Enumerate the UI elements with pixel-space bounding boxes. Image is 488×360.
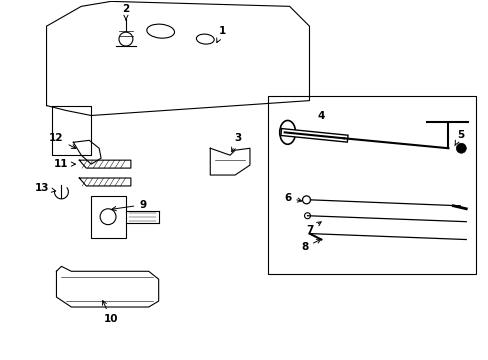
Text: 12: 12: [49, 133, 76, 148]
Text: 5: 5: [454, 130, 463, 145]
Circle shape: [455, 143, 466, 153]
Text: 3: 3: [231, 133, 241, 152]
Text: 13: 13: [34, 183, 56, 193]
Text: 9: 9: [112, 200, 146, 211]
Text: 2: 2: [122, 4, 129, 20]
Text: 4: 4: [317, 111, 325, 121]
Bar: [267, 96, 475, 274]
Bar: [91, 196, 126, 238]
Text: 10: 10: [102, 301, 118, 324]
Text: 11: 11: [54, 159, 75, 169]
Text: 1: 1: [216, 26, 225, 42]
Text: 6: 6: [284, 193, 301, 203]
Text: 7: 7: [305, 222, 321, 235]
Text: 8: 8: [300, 239, 320, 252]
